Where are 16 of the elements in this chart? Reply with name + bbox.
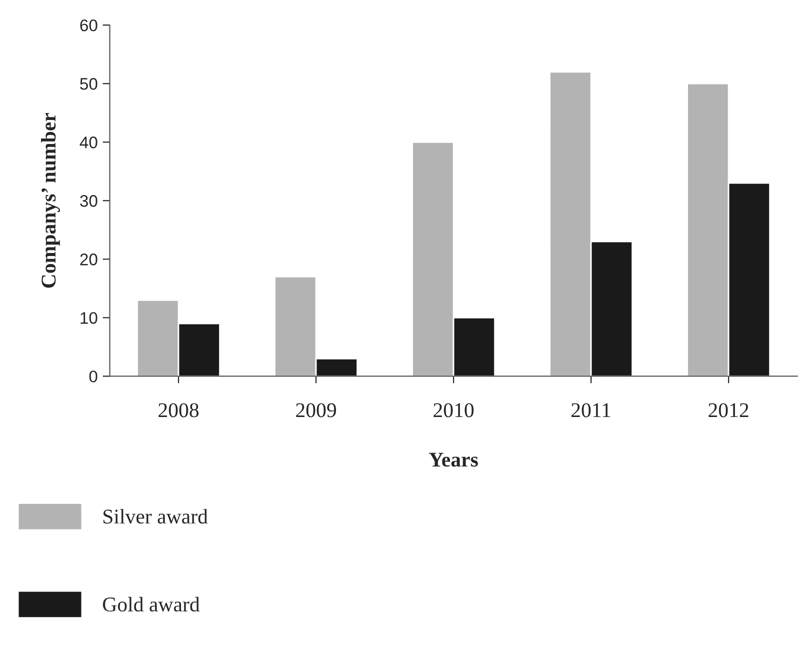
y-tick-label: 50 — [80, 78, 98, 90]
y-tick-label: 10 — [80, 312, 98, 324]
x-axis-title: Years — [429, 452, 478, 467]
y-tick-label: 40 — [80, 136, 98, 148]
x-tick-label: 2010 — [434, 403, 474, 418]
y-tick-label: 0 — [89, 370, 98, 382]
x-tick-label: 2011 — [572, 403, 610, 418]
x-tick-label: 2008 — [158, 403, 199, 418]
legend-label: Silver award — [103, 508, 208, 524]
y-axis-title: Companys’ number — [41, 113, 60, 288]
legend-label: Gold award — [102, 596, 200, 612]
y-tick-label: 20 — [80, 254, 98, 266]
x-tick-label: 2012 — [708, 403, 748, 418]
y-tick-label: 30 — [80, 195, 98, 207]
x-tick-label: 2009 — [296, 403, 336, 418]
y-tick-label: 60 — [80, 19, 98, 32]
